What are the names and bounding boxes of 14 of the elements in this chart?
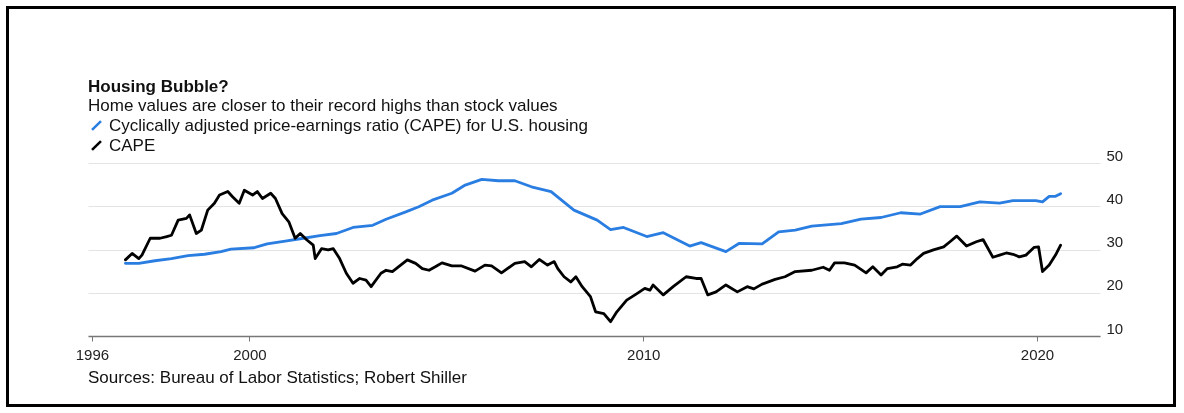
source-note: Sources: Bureau of Labor Statistics; Robert Shiller <box>88 368 467 388</box>
x-tick-label: 2020 <box>1020 345 1055 363</box>
y-tick-label: 10 <box>1106 319 1124 337</box>
chart-title: Housing Bubble? <box>88 77 229 96</box>
x-tick-label: 1996 <box>75 345 110 363</box>
legend-label: CAPE <box>109 135 156 155</box>
x-tick-label: 2000 <box>233 345 267 363</box>
y-tick-label: 30 <box>1106 233 1124 250</box>
x-tick-label: 2010 <box>627 345 661 363</box>
y-tick-label: 20 <box>1106 276 1124 294</box>
y-tick-label: 50 <box>1106 146 1124 164</box>
y-tick-label: 40 <box>1106 189 1124 207</box>
chart-subtitle: Home values are closer to their record highs than stock values <box>88 96 558 115</box>
legend-label: Cyclically adjusted price-earnings ratio (CAPE) for U.S. housing <box>109 115 589 135</box>
